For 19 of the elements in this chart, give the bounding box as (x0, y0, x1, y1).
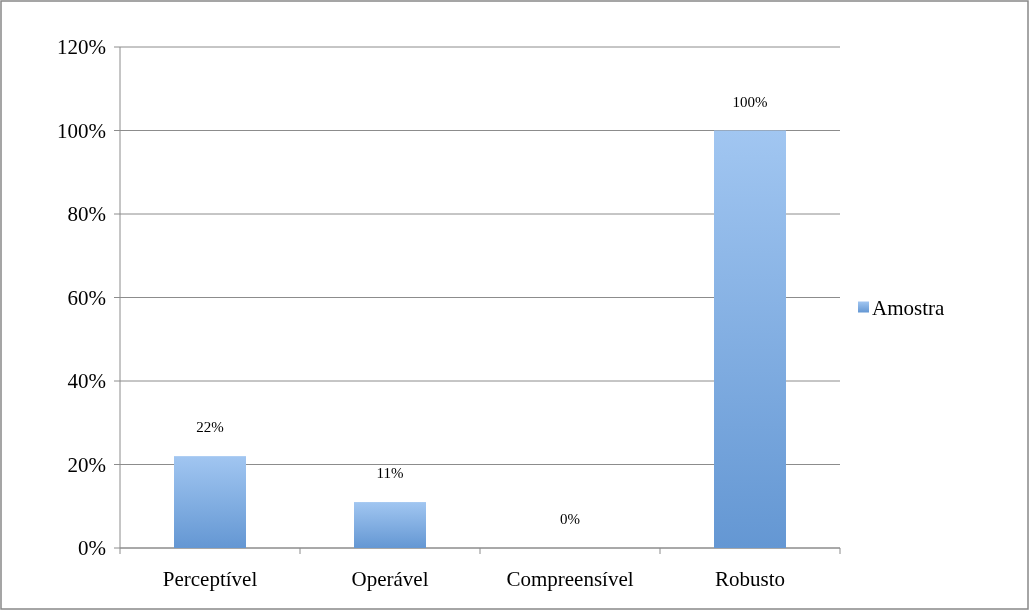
y-tick-label: 60% (67, 285, 106, 310)
data-label: 11% (376, 465, 404, 482)
y-tick-label: 20% (67, 452, 106, 477)
x-tick-label: Operável (351, 567, 429, 591)
legend-label: Amostra (872, 295, 945, 320)
y-tick-label: 0% (78, 536, 106, 561)
bar (354, 502, 426, 548)
data-label: 0% (560, 511, 580, 527)
x-tick-label: Perceptível (162, 567, 258, 591)
x-tick-label: Robusto (714, 567, 786, 591)
y-tick-label: 100% (57, 118, 106, 143)
bar (714, 130, 786, 548)
x-tick-label: Compreensível (506, 567, 634, 591)
bar (174, 456, 246, 548)
y-tick-label: 120% (57, 35, 106, 60)
y-tick-label: 80% (67, 202, 106, 227)
y-tick-label: 40% (67, 369, 106, 394)
data-label: 22% (196, 419, 224, 436)
data-label: 100% (732, 93, 768, 110)
